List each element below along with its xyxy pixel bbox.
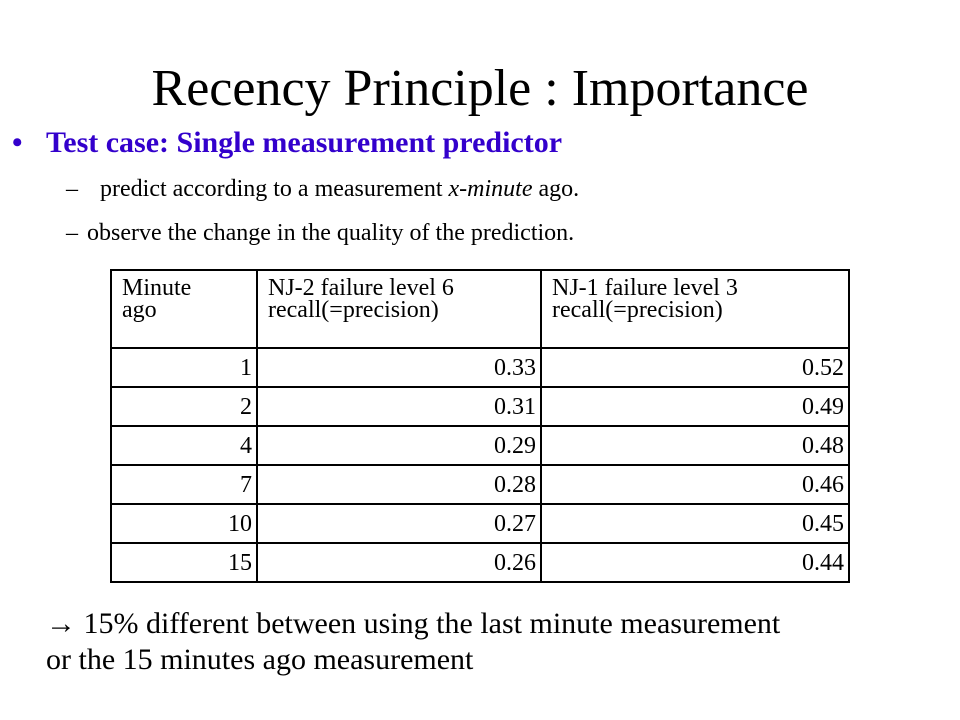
conclusion: → 15% different between using the last m… [46,606,780,678]
cell-minute: 1 [110,347,258,388]
conclusion-line-2: or the 15 minutes ago measurement [46,643,474,676]
cell-nj2: 0.28 [256,464,542,505]
cell-nj2: 0.27 [256,503,542,544]
sub-item-text: predict according to a measurement x-min… [100,176,579,203]
table-header-row: Minute ago NJ-2 failure level 6 recall(=… [110,269,850,349]
bullet-marker: • [12,126,23,159]
cell-nj1: 0.46 [540,464,850,505]
cell-nj1: 0.44 [540,542,850,583]
conclusion-text-1: 15% different between using the last min… [76,607,781,640]
table-row: 7 0.28 0.46 [110,464,850,505]
cell-nj2: 0.31 [256,386,542,427]
cell-minute: 15 [110,542,258,583]
table-row: 2 0.31 0.49 [110,386,850,427]
sub-item-dash: – [66,176,78,202]
table-row: 4 0.29 0.48 [110,425,850,466]
recall-table: Minute ago NJ-2 failure level 6 recall(=… [110,269,850,583]
cell-minute: 2 [110,386,258,427]
right-arrow-icon: → [46,607,76,640]
header-nj1: NJ-1 failure level 3 recall(=precision) [540,269,850,349]
cell-nj2: 0.26 [256,542,542,583]
sub-item-text: observe the change in the quality of the… [87,220,575,246]
cell-nj2: 0.29 [256,425,542,466]
header-minute-ago: Minute ago [110,269,258,349]
table-row: 15 0.26 0.44 [110,542,850,583]
cell-minute: 7 [110,464,258,505]
cell-nj1: 0.45 [540,503,850,544]
sub-item-dash: – [66,220,78,246]
slide-title: Recency Principle : Importance [151,60,809,117]
sub-item-text-emphasis: x-minute [448,176,533,202]
cell-nj2: 0.33 [256,347,542,388]
cell-nj1: 0.49 [540,386,850,427]
sub-item-text-after: ago. [532,176,580,202]
sub-item-text-before: predict according to a measurement [100,176,449,202]
header-nj2: NJ-2 failure level 6 recall(=precision) [256,269,542,349]
table-row: 10 0.27 0.45 [110,503,850,544]
cell-nj1: 0.52 [540,347,850,388]
cell-minute: 4 [110,425,258,466]
table-row: 1 0.33 0.52 [110,347,850,388]
cell-nj1: 0.48 [540,425,850,466]
conclusion-line-1: → 15% different between using the last m… [46,606,780,642]
cell-minute: 10 [110,503,258,544]
main-bullet-text: Test case: Single measurement predictor [46,126,563,159]
